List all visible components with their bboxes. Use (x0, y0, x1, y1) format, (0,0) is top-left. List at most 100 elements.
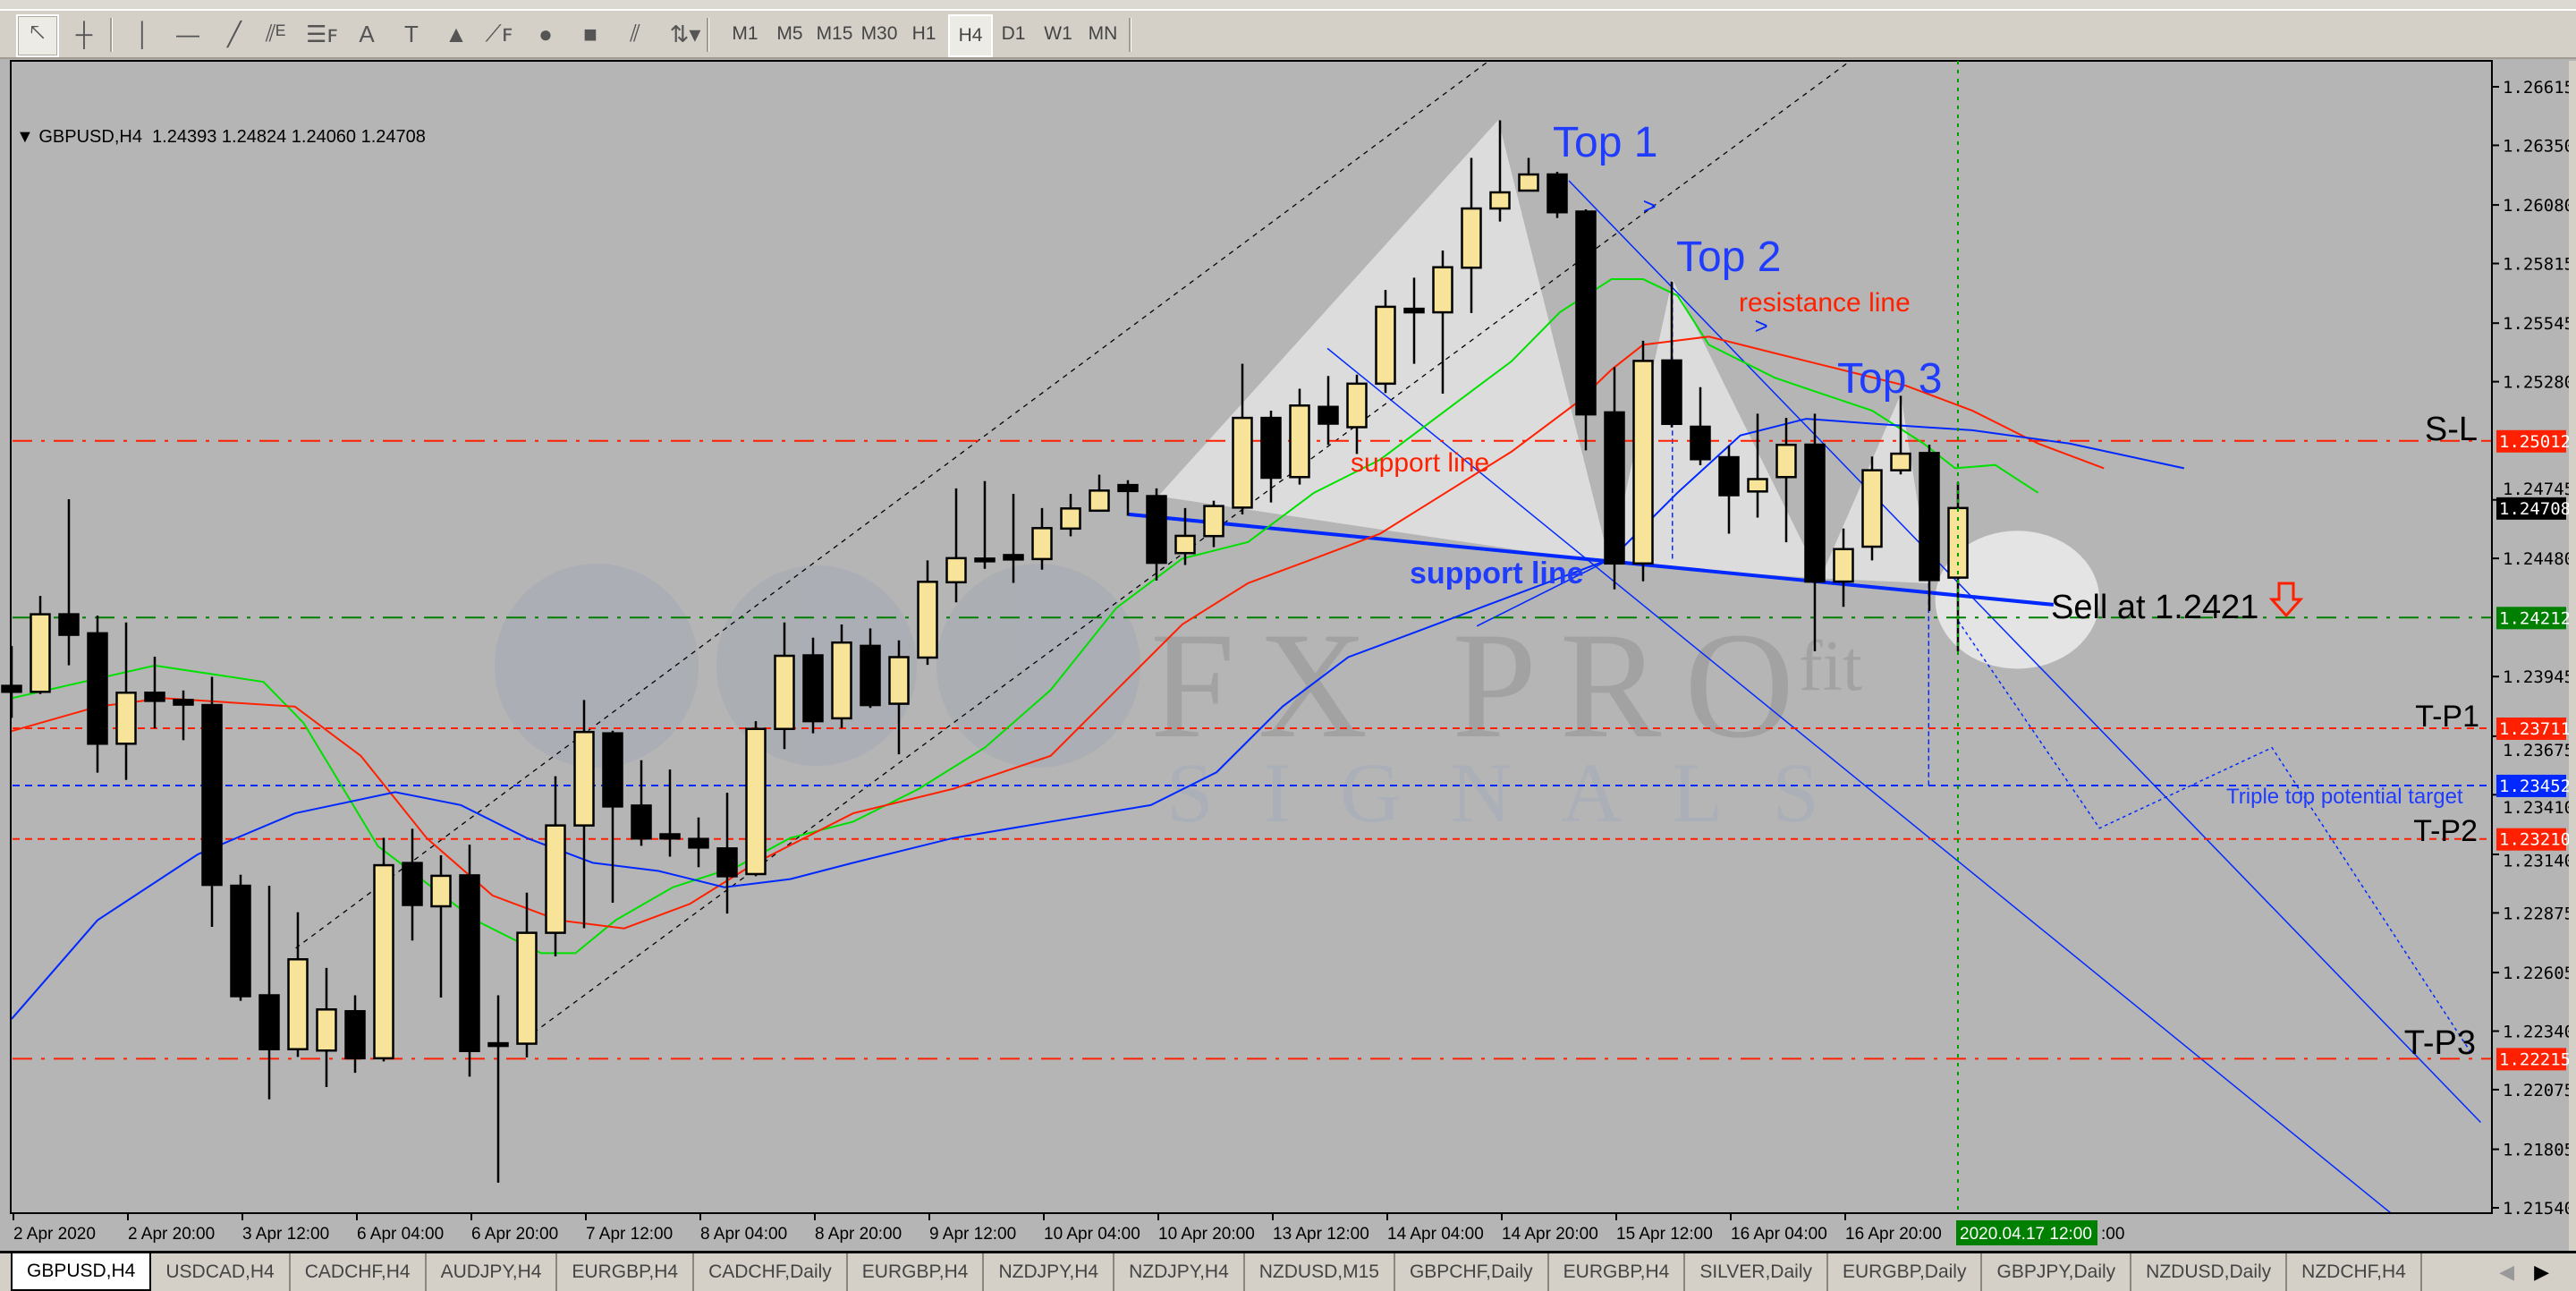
ellipse-tool-button[interactable]: ● (526, 14, 565, 54)
label-top3[interactable]: Top 3 (1837, 355, 1942, 403)
timeframe-m30-button[interactable]: M30 (860, 23, 898, 44)
candle-bearish (659, 769, 681, 857)
resistance-trendline[interactable] (1568, 180, 2481, 1123)
chart-tab[interactable]: EURGBP,H4 (1549, 1253, 1686, 1291)
timeframe-h4-button[interactable]: H4 (948, 14, 993, 57)
chart-tab[interactable]: NZDJPY,H4 (984, 1253, 1115, 1291)
candle-body (1861, 469, 1883, 548)
time-axis[interactable]: 2 Apr 2020 2 Apr 20:00 3 Apr 12:00 6 Apr 04… (13, 1213, 1942, 1244)
parallel-lines-tool-button[interactable]: ⫽ (615, 14, 655, 54)
channel-upper-line[interactable] (295, 62, 1487, 949)
timeframe-d1-button[interactable]: D1 (1001, 23, 1026, 44)
cursor-tool-button[interactable]: 🡔 (16, 14, 59, 57)
candle-body (1919, 452, 1940, 582)
label-top2[interactable]: Top 2 (1676, 234, 1781, 281)
candle-bullish (573, 700, 595, 929)
candle-bullish (516, 892, 538, 1057)
time-tick-label: 8 Apr 20:00 (815, 1225, 902, 1244)
fibonacci-retracement-tool-button[interactable]: ☰ꜰ (302, 14, 342, 54)
label-take-profit-3[interactable]: T-P3 (2404, 1024, 2476, 1062)
candle-bullish (1861, 456, 1883, 561)
watermark-logo: FX PRO fit SIGNALS (495, 564, 1862, 840)
timeframe-w1-button[interactable]: W1 (1044, 23, 1072, 44)
label-top1[interactable]: Top 1 (1553, 119, 1657, 166)
rising-trendline-thin[interactable] (1476, 561, 1606, 627)
time-tick-label: 16 Apr 04:00 (1731, 1225, 1827, 1244)
candle-body (1833, 548, 1854, 583)
price-tick-label: 1.25280 (2503, 373, 2574, 393)
fibonacci-fan-icon: ⟋ꜰ (485, 20, 513, 47)
chart-tab[interactable]: EURGBP,H4 (848, 1253, 985, 1291)
equidistant-channel-tool-button[interactable]: ⫽ᴱ (256, 14, 295, 54)
price-axis[interactable]: 1.26615 1.26350 1.26080 1.25815 1.25545 1.252… (2491, 61, 2574, 1219)
candle-body (802, 654, 824, 723)
timeframe-h1-button[interactable]: H1 (911, 23, 936, 44)
candle-bearish (1690, 386, 1711, 465)
upper-toolbar-strip (0, 0, 2576, 11)
collapse-triangle-icon[interactable]: ▼ (16, 127, 39, 147)
tab-scroll-right-icon[interactable]: ▶ (2534, 1261, 2549, 1283)
vertical-line-tool-button[interactable]: │ (123, 14, 163, 54)
arrows-icon: ⇅▾ (669, 20, 701, 47)
arrows-tool-button[interactable]: ⇅▾ (660, 14, 710, 54)
timeframe-m1-button[interactable]: M1 (732, 23, 758, 44)
chart-tab[interactable]: AUDJPY,H4 (427, 1253, 558, 1291)
candle-bearish (487, 995, 509, 1183)
svg-text:2020.04.17 12:00: 2020.04.17 12:00 (1960, 1225, 2092, 1244)
candle-body (688, 837, 709, 849)
label-stop-loss[interactable]: S-L (2425, 411, 2478, 448)
chart-tab[interactable]: GBPCHF,Daily (1395, 1253, 1549, 1291)
label-take-profit-1[interactable]: T-P1 (2415, 700, 2479, 734)
chart-tab[interactable]: NZDUSD,M15 (1245, 1253, 1395, 1291)
label-resistance-line[interactable]: resistance line (1739, 288, 1911, 318)
label-sell[interactable]: Sell at 1.2421 (2051, 589, 2258, 626)
chart-tab[interactable]: GBPJPY,Daily (1982, 1253, 2132, 1291)
candle-body (1117, 483, 1139, 493)
label-triple-top-target[interactable]: Triple top potential target (2226, 785, 2463, 809)
timeframe-m15-button[interactable]: M15 (816, 23, 853, 44)
price-tick-label: 1.23945 (2503, 667, 2574, 687)
timeframe-mn-button[interactable]: MN (1088, 23, 1118, 44)
horizontal-line-tool-button[interactable]: — (168, 14, 208, 54)
chart-tab[interactable]: USDCAD,H4 (151, 1253, 291, 1291)
candle-bullish (1518, 157, 1539, 192)
candle-bullish (1203, 500, 1224, 548)
fibonacci-fan-tool-button[interactable]: ⟋ꜰ (479, 14, 519, 54)
chart-window[interactable]: FX PRO fit SIGNALS > > Top 1 Top (0, 59, 2576, 1251)
chart-tab[interactable]: EURGBP,Daily (1828, 1253, 1983, 1291)
toolbar: 🡔 ┼ │ — ╱ ⫽ᴱ ☰ꜰ A T ▲ ⟋ꜰ ● ■ ⫽ ⇅▾ M1 M5 M15 M30 H1 H4 D1 W1 MN (0, 11, 2576, 59)
rectangle-tool-button[interactable]: ■ (571, 14, 610, 54)
timeframe-m5-button[interactable]: M5 (776, 23, 803, 44)
chart-tab[interactable]: NZDJPY,H4 (1114, 1253, 1245, 1291)
chart-tab[interactable]: NZDUSD,Daily (2131, 1253, 2288, 1291)
triangle-tool-button[interactable]: ▲ (436, 14, 476, 54)
triangle-icon: ▲ (445, 20, 468, 47)
label-support-line-red[interactable]: support line (1351, 448, 1489, 478)
trendline-tool-button[interactable]: ╱ (215, 14, 254, 54)
label-take-profit-2[interactable]: T-P2 (2413, 814, 2478, 848)
price-chart[interactable]: FX PRO fit SIGNALS > > Top 1 Top (0, 59, 2576, 1251)
candle-body (201, 703, 223, 887)
chart-symbol-header[interactable]: ▼ GBPUSD,H4 1.24393 1.24824 1.24060 1.24… (16, 127, 426, 148)
candle-bullish (774, 622, 795, 750)
chart-tab[interactable]: CADCHF,H4 (291, 1253, 427, 1291)
sell-arrow-down-icon (2268, 582, 2304, 618)
support-trendline-thin[interactable] (1326, 347, 2391, 1214)
neckline-support[interactable] (1128, 512, 2055, 607)
candle-bearish (688, 817, 709, 868)
text-tool-button[interactable]: A (347, 14, 386, 54)
candle-body (287, 958, 309, 1050)
candle-bearish (802, 637, 824, 734)
tab-scroll-arrows: ◀ ▶ (2499, 1253, 2576, 1291)
tab-scroll-left-icon[interactable]: ◀ (2499, 1261, 2515, 1283)
chart-tab[interactable]: EURGBP,H4 (557, 1253, 695, 1291)
chart-tab[interactable]: NZDCHF,H4 (2287, 1253, 2422, 1291)
label-support-line-blue[interactable]: support line (1410, 556, 1584, 590)
candle-bullish (373, 837, 394, 1062)
crosshair-tool-button[interactable]: ┼ (64, 14, 104, 54)
chart-tab[interactable]: GBPUSD,H4 (11, 1253, 152, 1291)
candle-bearish (201, 676, 223, 927)
text-label-tool-button[interactable]: T (392, 14, 431, 54)
chart-tab[interactable]: CADCHF,Daily (694, 1253, 848, 1291)
chart-tab[interactable]: SILVER,Daily (1685, 1253, 1828, 1291)
